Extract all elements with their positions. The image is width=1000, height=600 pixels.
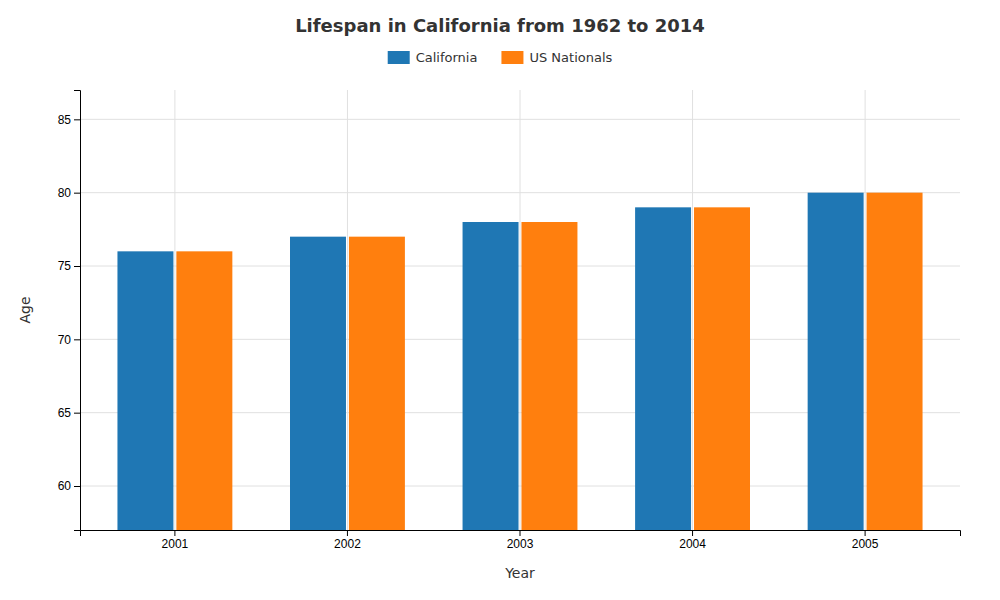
bar-series (117, 193, 863, 530)
title: Lifespan in California from 1962 to 2014 (295, 15, 705, 36)
grid (80, 90, 960, 530)
x-grid-line (692, 90, 693, 530)
chart: 2001 2002 2003 2004 2005 60 65 70 75 80 85 Lifespan… (0, 0, 1000, 600)
x-tick-mark (865, 530, 866, 536)
x-tick: 2003 (507, 530, 534, 551)
legend: California US Nationals (388, 50, 613, 65)
legend-label: California (416, 50, 478, 65)
x-axis-line (81, 531, 961, 537)
x-tick-mark (347, 530, 348, 536)
y-tick: 60 (58, 479, 80, 493)
x-grid-line (865, 90, 866, 530)
legend-item: US Nationals (501, 50, 612, 65)
x-tick-label: 2004 (679, 537, 706, 551)
y-tick-label: 75 (58, 259, 72, 273)
legend-swatch (388, 51, 410, 64)
x-tick-label: 2002 (334, 537, 361, 551)
y-tick: 65 (58, 406, 80, 420)
legend-swatch (501, 51, 523, 64)
bar (694, 207, 750, 530)
x-tick-mark (520, 530, 521, 536)
x-tick-mark (692, 530, 693, 536)
y-tick-label: 65 (58, 406, 72, 420)
y-axis: 60 65 70 75 80 85 (58, 91, 81, 531)
x-grid-line (347, 90, 348, 530)
x-axis-title: Year (504, 565, 535, 581)
x-grid-line (174, 90, 175, 530)
bar (290, 237, 346, 530)
bar-series (176, 193, 922, 530)
y-tick: 75 (58, 259, 80, 273)
bar (463, 222, 519, 530)
y-tick: 80 (58, 186, 80, 200)
x-axis: 2001 2002 2003 2004 2005 (81, 530, 961, 551)
y-tick-mark (74, 119, 80, 120)
y-tick-label: 60 (58, 479, 72, 493)
x-tick-mark (174, 530, 175, 536)
x-tick-label: 2005 (852, 537, 879, 551)
x-tick: 2004 (679, 530, 706, 551)
bar (635, 207, 691, 530)
x-tick: 2002 (334, 530, 361, 551)
y-tick-label: 85 (58, 113, 72, 127)
y-tick-mark (74, 413, 80, 414)
x-grid-line (520, 90, 521, 530)
x-tick: 2005 (852, 530, 879, 551)
y-tick-mark (74, 486, 80, 487)
plot-area (117, 193, 922, 530)
y-axis-line (74, 91, 81, 531)
y-tick: 85 (58, 113, 80, 127)
y-tick: 70 (58, 333, 80, 347)
x-tick-label: 2003 (507, 537, 534, 551)
x-tick-label: 2001 (162, 537, 189, 551)
y-axis-title: Age (17, 296, 33, 323)
bar (808, 193, 864, 530)
legend-label: US Nationals (529, 50, 612, 65)
bar (867, 193, 923, 530)
bar (176, 251, 232, 530)
y-tick-label: 80 (58, 186, 72, 200)
y-tick-mark (74, 266, 80, 267)
x-tick: 2001 (162, 530, 189, 551)
legend-item: California (388, 50, 478, 65)
y-tick-mark (74, 339, 80, 340)
bar (349, 237, 405, 530)
bar (521, 222, 577, 530)
y-tick-label: 70 (58, 333, 72, 347)
y-tick-mark (74, 193, 80, 194)
bar (117, 251, 173, 530)
